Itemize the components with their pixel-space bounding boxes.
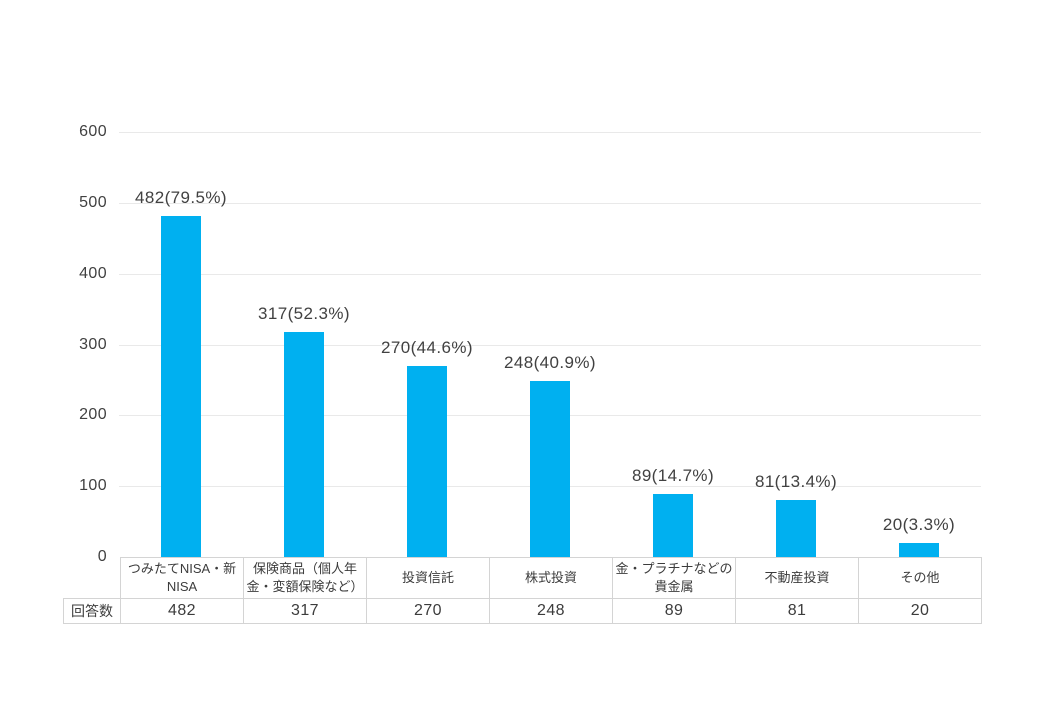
bar-value-label: 20(3.3%) (882, 515, 956, 534)
count-cell: 317 (243, 598, 367, 624)
category-cell: 不動産投資 (735, 557, 859, 599)
y-axis-tick-label: 400 (79, 265, 107, 282)
bar-2 (284, 332, 324, 557)
count-cell: 81 (735, 598, 859, 624)
bar-5 (653, 494, 693, 557)
bar-value-label: 317(52.3%) (258, 304, 350, 323)
answer-count-row: 回答数 482 317 270 248 89 81 20 (63, 598, 982, 624)
bar-3 (407, 366, 447, 557)
y-axis-tick-label: 600 (79, 123, 107, 140)
category-cell: 金・プラチナなどの貴金属 (612, 557, 736, 599)
gridline-y-300 (119, 345, 981, 346)
count-cell: 89 (612, 598, 736, 624)
bar-4 (530, 381, 570, 557)
category-cell: 投資信託 (366, 557, 490, 599)
bar-value-label: 270(44.6%) (381, 338, 473, 357)
category-header-row: つみたてNISA・新NISA 保険商品（個人年金・変額保険など） 投資信託 株式投資金… (64, 557, 982, 599)
count-cell: 270 (366, 598, 490, 624)
bar-1 (161, 216, 201, 557)
data-table: つみたてNISA・新NISA 保険商品（個人年金・変額保険など） 投資信託 株式投資金… (63, 557, 982, 624)
y-axis-tick-label: 0 (97, 548, 107, 565)
bar-value-label: 81(13.4%) (754, 472, 838, 491)
bar-value-label: 89(14.7%) (631, 466, 715, 485)
corner-cell (64, 558, 121, 599)
count-cell: 248 (489, 598, 613, 624)
count-cell: 20 (858, 598, 982, 624)
category-cell: 株式投資 (489, 557, 613, 599)
gridline-y-500 (119, 203, 981, 204)
category-cell: 保険商品（個人年金・変額保険など） (243, 557, 367, 599)
category-cell: つみたてNISA・新NISA (120, 557, 244, 599)
gridline-y-400 (119, 274, 981, 275)
count-cell: 482 (120, 598, 244, 624)
bar-value-label: 248(40.9%) (504, 353, 596, 372)
bar-7 (899, 543, 939, 557)
y-axis-tick-label: 200 (79, 406, 107, 423)
bar-6 (776, 500, 816, 557)
bar-value-label: 482(79.5%) (135, 188, 227, 207)
gridline-y-600 (119, 132, 981, 133)
y-axis-tick-label: 100 (79, 477, 107, 494)
row-header-cell: 回答数 (63, 598, 121, 624)
category-cell: その他 (858, 557, 982, 599)
y-axis-tick-label: 300 (79, 336, 107, 353)
y-axis-tick-label: 500 (79, 194, 107, 211)
